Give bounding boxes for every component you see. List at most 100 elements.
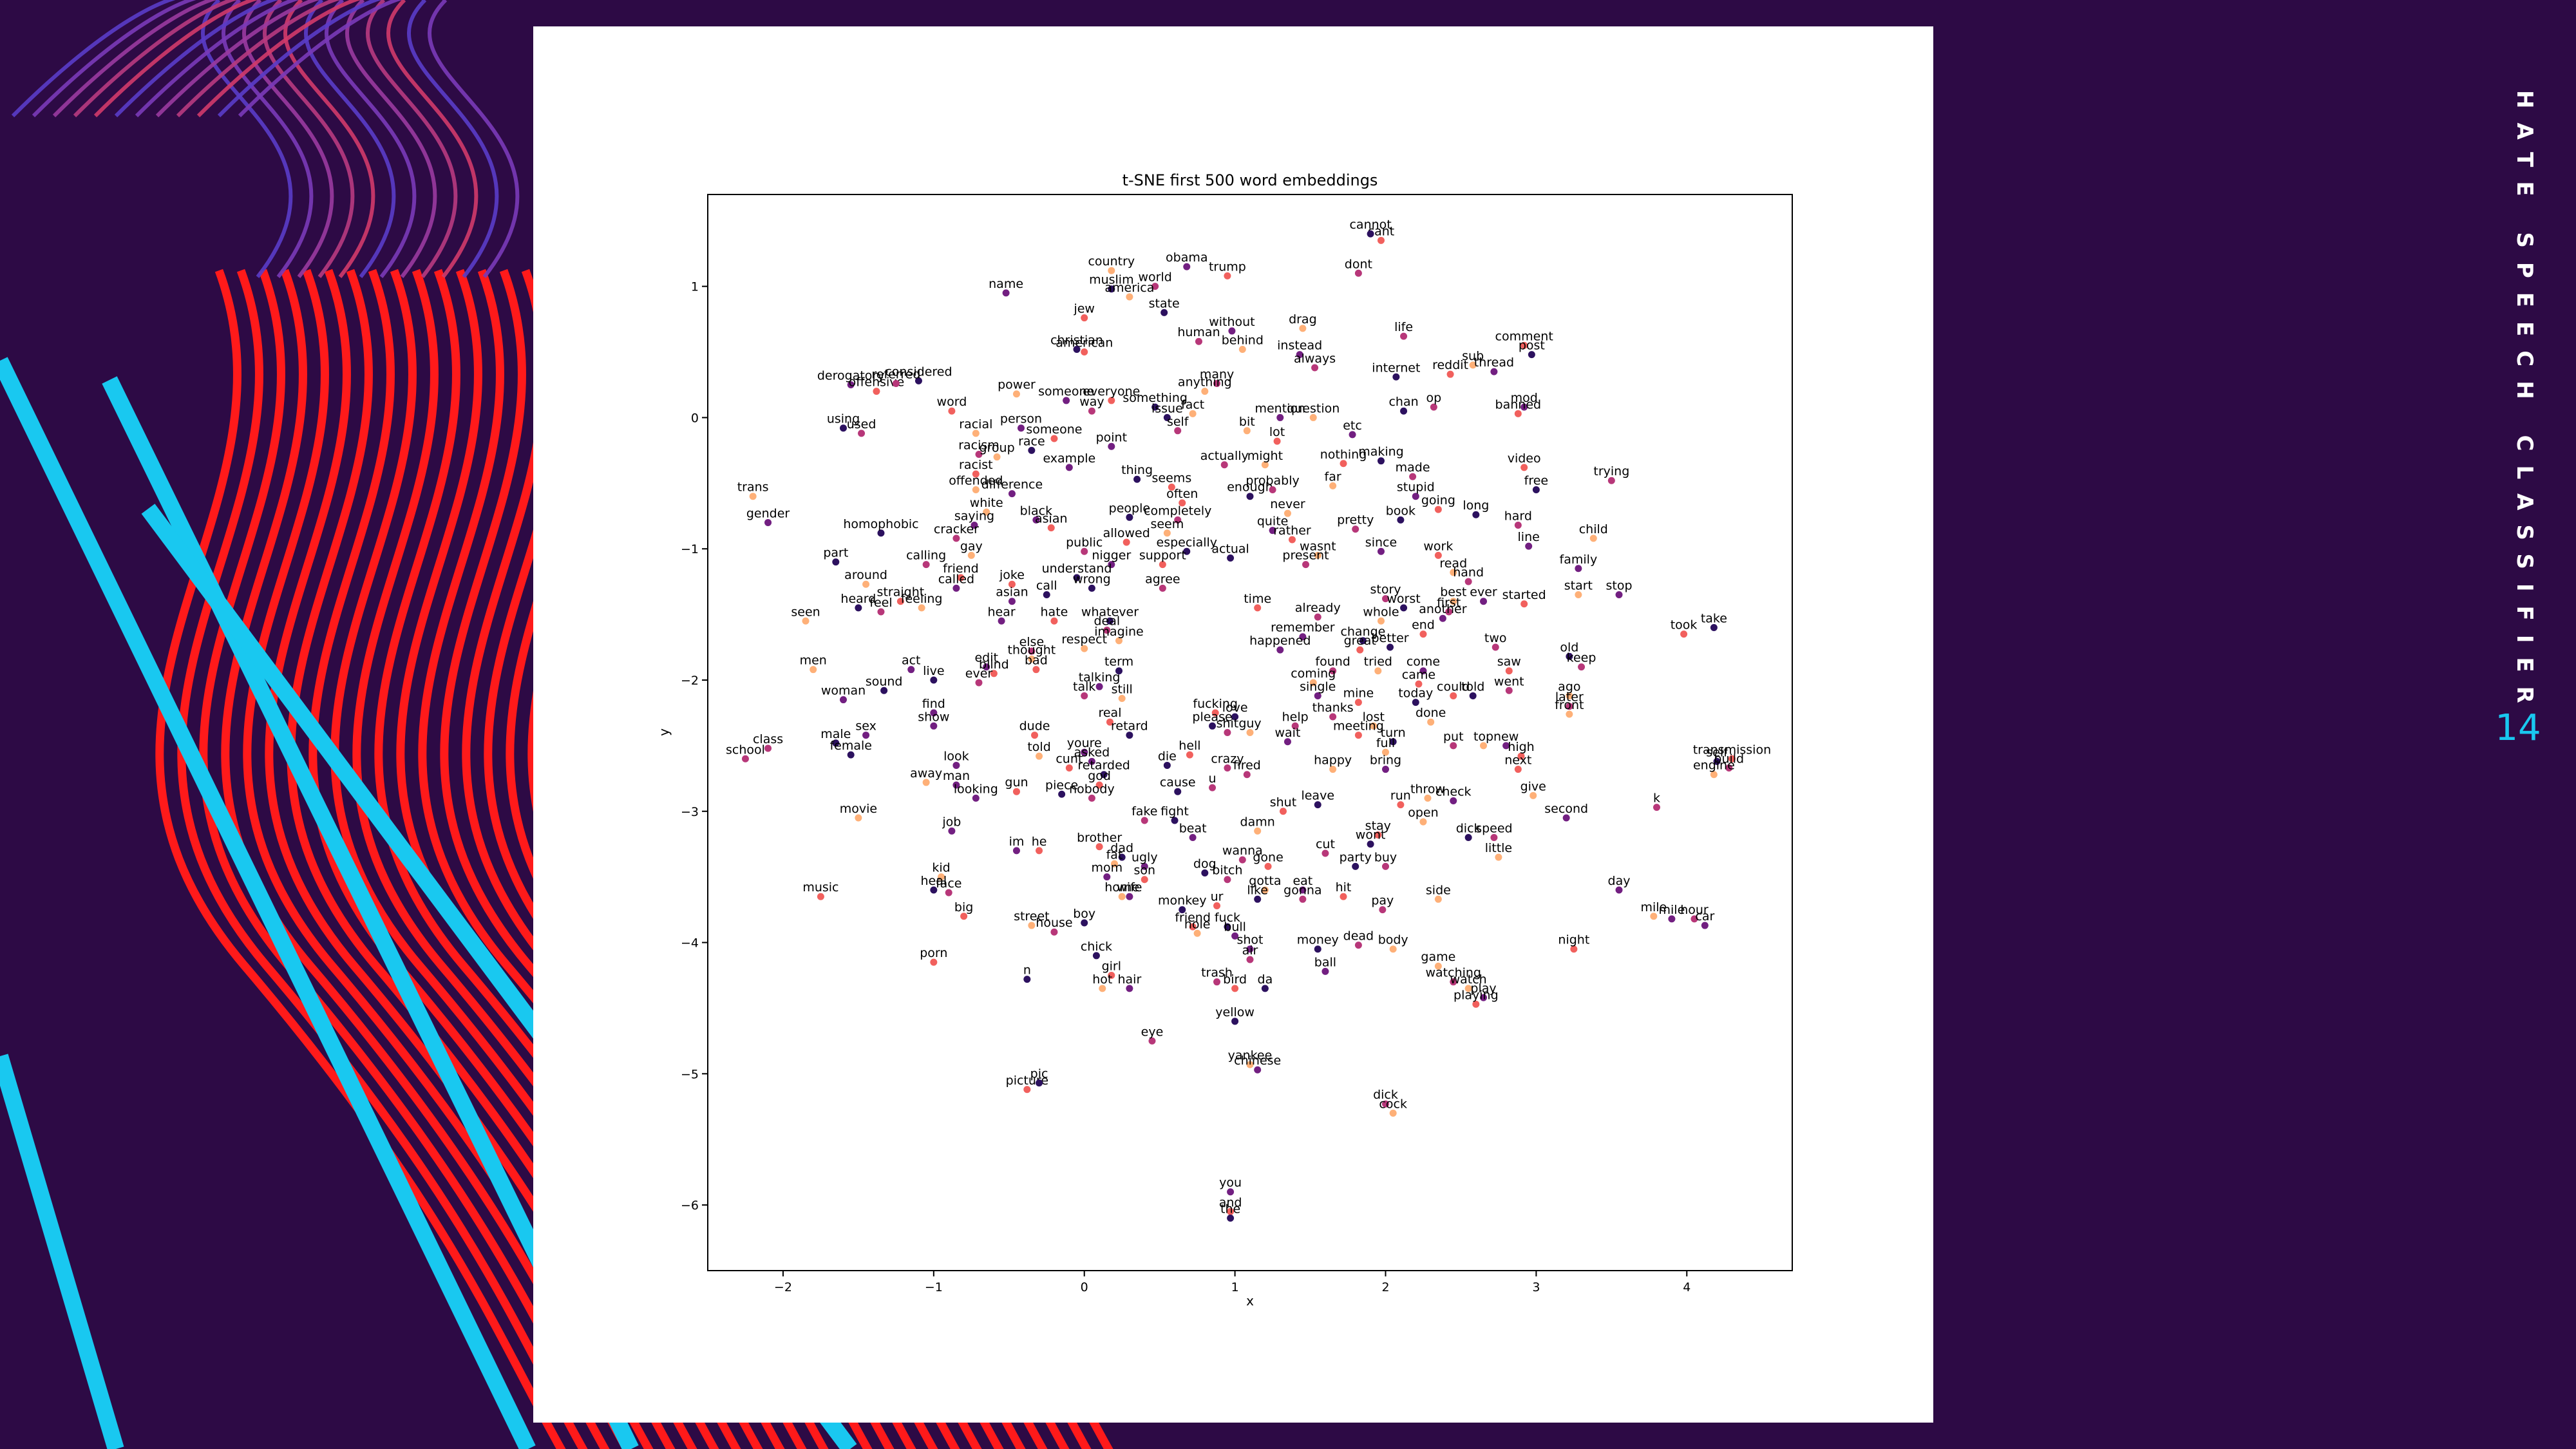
- scatter-point: [1209, 784, 1217, 791]
- scatter-point: [1227, 1208, 1235, 1215]
- point-label: mod: [1511, 391, 1538, 405]
- point-label: mile: [1659, 903, 1685, 917]
- point-label: real: [1098, 706, 1121, 720]
- point-label: wrong: [1073, 572, 1111, 586]
- scatter-point: [1570, 945, 1578, 953]
- scatter-point: [1412, 493, 1419, 500]
- scatter-point: [1174, 788, 1182, 795]
- point-label: gay: [960, 539, 983, 553]
- scatter-point: [1492, 643, 1499, 651]
- point-label: check: [1435, 784, 1472, 799]
- scatter-point: [972, 470, 980, 478]
- scatter-point: [1382, 595, 1389, 603]
- scatter-point: [1566, 710, 1573, 718]
- point-label: whole: [1363, 605, 1399, 619]
- point-label: hair: [1117, 972, 1141, 987]
- point-label: two: [1484, 631, 1507, 645]
- point-label: many: [1200, 367, 1234, 381]
- point-label: retard: [1111, 719, 1148, 734]
- point-label: drag: [1289, 312, 1317, 327]
- scatter-point: [1047, 524, 1055, 532]
- scatter-point: [832, 739, 840, 747]
- scatter-point: [1434, 506, 1442, 513]
- scatter-point: [938, 873, 945, 881]
- point-label: keep: [1567, 651, 1596, 665]
- scatter-point: [896, 598, 904, 605]
- point-label: saw: [1497, 655, 1521, 669]
- scatter-point: [1095, 683, 1103, 690]
- point-label: take: [1701, 611, 1727, 625]
- point-label: school: [726, 743, 765, 757]
- point-label: leave: [1301, 789, 1334, 803]
- point-label: asked: [1074, 745, 1110, 759]
- point-label: better: [1371, 631, 1408, 645]
- point-label: someone: [1038, 384, 1094, 399]
- point-label: christian: [1050, 333, 1103, 347]
- x-tick-label: 3: [1532, 1280, 1540, 1294]
- scatter-point: [1073, 345, 1081, 353]
- scatter-point: [948, 827, 956, 835]
- scatter-point: [1446, 370, 1454, 378]
- point-label: probably: [1245, 474, 1299, 488]
- point-label: read: [1439, 556, 1467, 571]
- scatter-point: [1148, 1037, 1156, 1045]
- scatter-point: [1450, 978, 1457, 986]
- point-label: body: [1378, 933, 1408, 947]
- scatter-point: [1088, 794, 1095, 802]
- scatter-point: [1464, 985, 1472, 992]
- scatter-point: [1002, 289, 1010, 297]
- scatter-point: [1189, 834, 1197, 842]
- scatter-point: [1589, 535, 1597, 542]
- point-label: piece: [1045, 778, 1078, 792]
- point-label: ur: [1211, 889, 1224, 904]
- scatter-point: [1238, 345, 1246, 353]
- point-label: self: [1706, 745, 1728, 759]
- point-label: tried: [1364, 655, 1392, 669]
- scatter-point: [1224, 764, 1231, 772]
- point-label: bird: [1223, 972, 1247, 987]
- point-label: call: [1036, 579, 1057, 593]
- page-number: 14: [2495, 707, 2541, 749]
- scatter-point: [960, 913, 968, 920]
- point-label: agree: [1145, 572, 1180, 586]
- point-label: class: [753, 732, 783, 746]
- scatter-point: [1434, 895, 1442, 903]
- scatter-point: [1615, 886, 1623, 894]
- scatter-point: [922, 561, 930, 569]
- scatter-point: [1367, 840, 1374, 848]
- scatter-point: [1532, 486, 1540, 494]
- scatter-point: [945, 889, 952, 896]
- scatter-point: [1032, 666, 1040, 674]
- point-label: best: [1440, 585, 1466, 600]
- scatter-point: [983, 508, 990, 516]
- scatter-point: [873, 388, 880, 395]
- scatter-point: [1309, 679, 1317, 687]
- point-label: respect: [1061, 632, 1107, 647]
- chart-panel: t-SNE first 500 word embeddings −2 −1 0 1 2 3…: [533, 26, 1933, 1423]
- point-label: please: [1192, 710, 1232, 724]
- point-label: hand: [1453, 565, 1484, 580]
- scatter-point: [1377, 617, 1385, 625]
- y-tick-label: −1: [681, 542, 699, 556]
- point-label: playing: [1454, 988, 1499, 1002]
- point-label: wait: [1275, 726, 1301, 740]
- scatter-point: [764, 744, 772, 752]
- scatter-point: [1520, 403, 1528, 411]
- scatter-point: [1377, 457, 1385, 465]
- scatter-point: [1151, 403, 1159, 411]
- scatter-point: [855, 814, 862, 822]
- scatter-point: [907, 666, 915, 674]
- scatter-point: [1141, 876, 1148, 884]
- scatter-point: [1370, 722, 1378, 730]
- point-label: story: [1370, 583, 1401, 597]
- scatter-point: [858, 430, 866, 437]
- point-label: sex: [855, 719, 876, 734]
- point-label: actual: [1211, 542, 1249, 556]
- point-label: you: [1219, 1176, 1242, 1190]
- scatter-point: [1439, 614, 1446, 622]
- point-label: obama: [1166, 251, 1208, 265]
- point-label: world: [1138, 270, 1171, 285]
- scatter-point: [1088, 757, 1095, 765]
- point-label: asian: [996, 585, 1028, 600]
- point-label: issue: [1151, 401, 1183, 415]
